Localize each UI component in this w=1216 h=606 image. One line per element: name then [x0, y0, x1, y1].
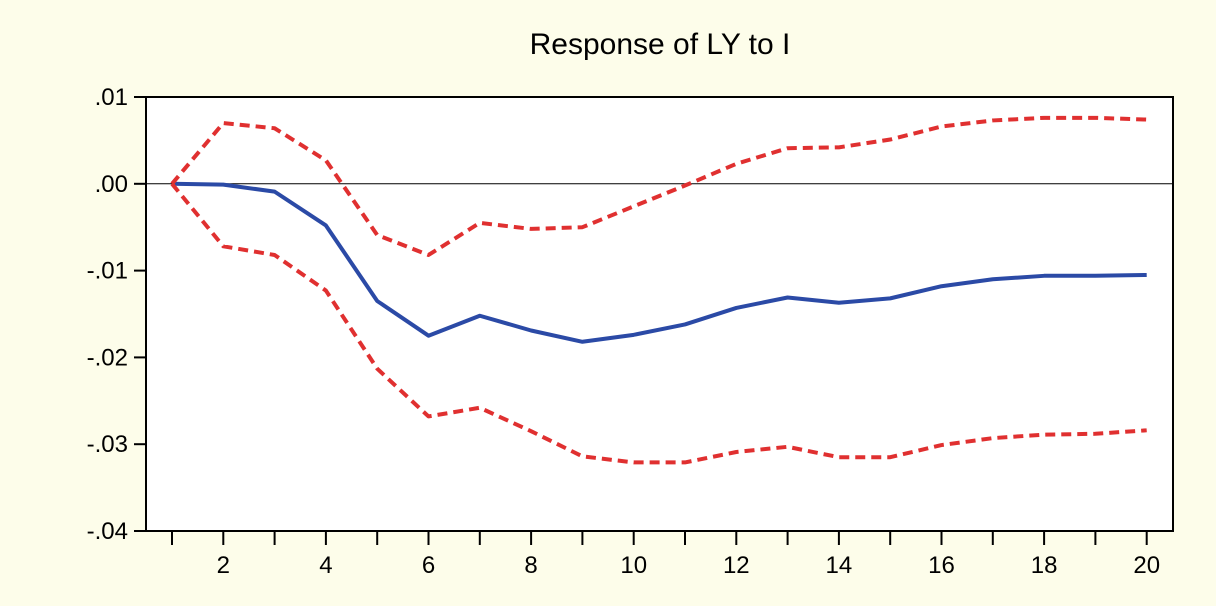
series-line-upper-band [170, 115, 1147, 257]
x-tick-label: 10 [620, 552, 647, 579]
y-tick-label: -.02 [87, 344, 128, 371]
x-tick-label: 18 [1031, 552, 1058, 579]
x-tick-label: 12 [723, 552, 750, 579]
series-line-lower-band [170, 182, 1147, 465]
x-tick-label: 4 [319, 552, 332, 579]
chart-title: Response of LY to I [530, 28, 791, 61]
series-layer [170, 115, 1147, 465]
y-tick-label: .00 [95, 171, 128, 198]
x-axis: 2 4 6 8 10 12 14 16 18 20 [171, 531, 1160, 579]
x-tick-label: 2 [217, 552, 230, 579]
x-tick-label: 20 [1133, 552, 1160, 579]
y-axis: .01 .00 -.01 -.02 -.03 -.04 [87, 84, 146, 545]
y-tick-label: -.01 [87, 258, 128, 285]
x-tick-label: 16 [928, 552, 955, 579]
y-tick-label: -.04 [87, 518, 128, 545]
x-tick-label: 6 [422, 552, 435, 579]
series-line-response [171, 181, 1147, 344]
y-tick-label: -.03 [87, 431, 128, 458]
y-tick-label: .01 [95, 84, 128, 111]
x-tick-label: 8 [524, 552, 537, 579]
plot-area [145, 96, 1174, 532]
x-tick-label: 14 [826, 552, 853, 579]
